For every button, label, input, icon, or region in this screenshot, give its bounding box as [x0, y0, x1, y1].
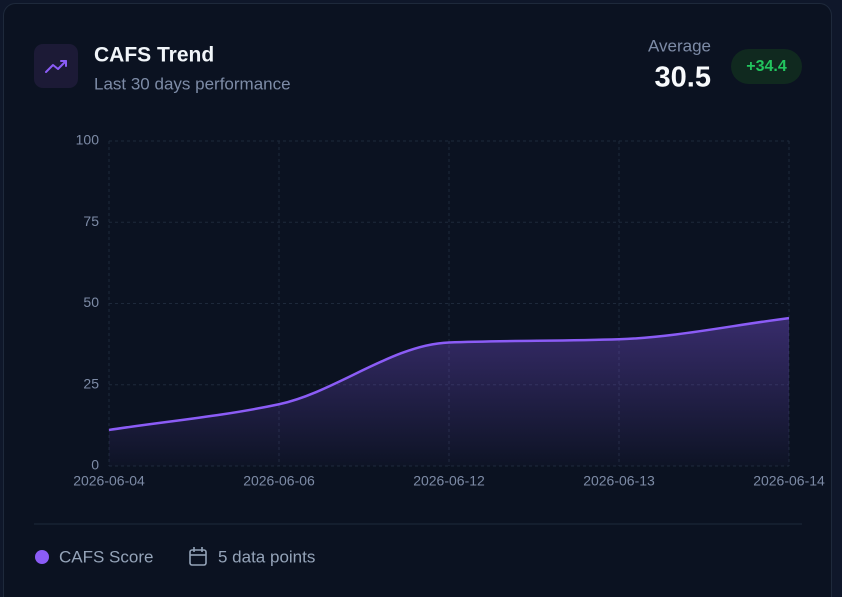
trend-icon: [45, 60, 67, 73]
average-value: 30.5: [655, 62, 711, 94]
x-tick-label: 2026-06-14: [753, 473, 825, 489]
y-tick-label: 25: [83, 375, 99, 391]
area: [109, 318, 789, 466]
point-count: 5 data points: [218, 547, 315, 566]
legend-label: CAFS Score: [59, 547, 153, 566]
line: [108, 316, 790, 432]
change-value: +34.4: [746, 58, 787, 75]
y-tick-label: 0: [91, 457, 99, 473]
average-label: Average: [648, 36, 711, 55]
x-tick-label: 2026-06-13: [583, 473, 655, 489]
y-tick-label: 75: [83, 213, 99, 229]
subtitle: Last 30 days performance: [94, 74, 291, 93]
calendar-icon: [189, 547, 207, 566]
legend-marker: [35, 550, 49, 564]
x-tick-label: 2026-06-06: [243, 473, 315, 489]
change-badge: [731, 49, 802, 84]
plot: 0 25 50 75 100 2026-06-04 2026-06-06 2026-06-12…: [73, 132, 825, 489]
y-tick-label: 50: [83, 294, 99, 310]
x-tick-label: 2026-06-04: [73, 473, 145, 489]
trend-icon-bg: [34, 44, 78, 88]
x-tick-label: 2026-06-12: [413, 473, 485, 489]
y-tick-label: 100: [76, 132, 100, 148]
title: CAFS Trend: [94, 44, 214, 67]
